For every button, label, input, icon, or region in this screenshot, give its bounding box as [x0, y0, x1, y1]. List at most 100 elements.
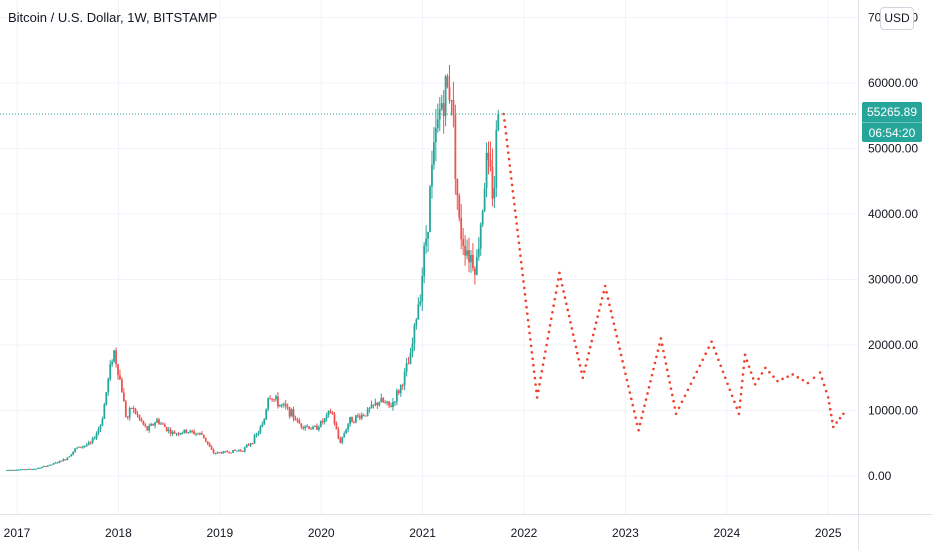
- projection-dot: [560, 283, 564, 287]
- candle-body: [466, 250, 468, 256]
- projection-dot: [668, 381, 672, 384]
- projection-dot: [618, 347, 621, 351]
- projection-dot: [663, 355, 666, 359]
- candle-body: [292, 409, 295, 419]
- projection-dot: [634, 416, 637, 419]
- projection-dot: [812, 376, 816, 380]
- projection-dot: [786, 375, 789, 378]
- x-tick-label: 2018: [105, 526, 132, 540]
- projection-dot: [739, 399, 742, 402]
- projection-dot: [608, 303, 611, 307]
- projection-dot: [735, 406, 738, 410]
- projection-dot: [520, 267, 524, 270]
- candle-body: [117, 364, 119, 376]
- candle-body: [138, 414, 141, 419]
- projection-dot: [558, 271, 561, 275]
- projection-dot: [605, 291, 608, 294]
- projection-dot: [524, 299, 528, 303]
- projection-dot: [643, 404, 646, 407]
- projection-dot: [597, 309, 601, 312]
- candle-body: [109, 364, 112, 379]
- projection-dot: [820, 377, 824, 381]
- candle-body: [374, 402, 377, 405]
- candle-body: [304, 426, 307, 429]
- candle-body: [238, 450, 240, 452]
- candle-body: [97, 429, 100, 434]
- projection-dot: [826, 396, 830, 399]
- projection-dot: [509, 170, 512, 174]
- candle-body: [64, 459, 67, 461]
- projection-dot: [628, 391, 632, 394]
- candle-body: [202, 434, 205, 438]
- projection-dot: [562, 290, 565, 293]
- candle-body: [468, 250, 470, 263]
- projection-dot: [667, 374, 670, 378]
- projection-dot: [591, 333, 595, 337]
- projection-dot: [714, 352, 718, 356]
- candle-body: [433, 142, 435, 165]
- candle-body: [271, 398, 273, 400]
- projection-dot: [532, 363, 535, 367]
- candle-body: [278, 404, 281, 407]
- projection-dot: [581, 376, 585, 380]
- candle-body: [401, 385, 404, 387]
- projection-dot: [505, 138, 509, 142]
- projection-dot: [664, 362, 668, 365]
- projection-dot: [622, 366, 626, 369]
- y-tick-label: 20000.00: [868, 338, 918, 352]
- projection-dot: [547, 330, 551, 334]
- time-axis[interactable]: 2017 2018 2019 2020 2021 2022 2023 2024 2025: [0, 514, 932, 541]
- candle-body: [429, 186, 431, 233]
- candle-body: [181, 432, 184, 434]
- candle-body: [29, 468, 32, 470]
- projection-dot: [740, 386, 743, 389]
- projection-dot: [695, 370, 699, 374]
- projection-dot: [578, 364, 582, 367]
- projection-dot: [719, 364, 723, 368]
- projection-dot: [830, 419, 834, 423]
- candle-body: [388, 401, 390, 406]
- currency-button[interactable]: USD: [880, 7, 914, 30]
- candle-body: [347, 424, 350, 430]
- projection-dot: [538, 383, 541, 386]
- candle-body: [167, 429, 170, 432]
- projection-dot: [585, 358, 589, 361]
- candle-body: [345, 429, 348, 434]
- candle-body: [407, 363, 410, 365]
- candle-body: [261, 424, 264, 427]
- projection-dot: [559, 277, 563, 281]
- projection-dot: [749, 371, 753, 374]
- candle-body: [323, 418, 326, 423]
- projection-dot: [701, 358, 705, 362]
- candle-body: [440, 103, 443, 109]
- candle-body: [9, 469, 12, 471]
- projection-dot: [552, 304, 555, 308]
- projection-dot: [566, 308, 570, 312]
- candle-body: [199, 433, 201, 435]
- projection-dot: [526, 318, 530, 322]
- y-tick-label: 50000.00: [868, 142, 918, 156]
- projection-dot: [737, 412, 741, 416]
- candle-body: [183, 429, 186, 433]
- price-axis[interactable]: 0.00 10000.00 20000.00 30000.00 40000.00 5000…: [858, 0, 919, 550]
- candle-body: [216, 452, 219, 454]
- candle-body: [288, 407, 291, 417]
- candle-body: [306, 426, 309, 428]
- candle-body: [191, 430, 194, 432]
- candle-body: [122, 392, 125, 402]
- candle-body: [263, 419, 266, 425]
- candle-body: [226, 451, 229, 453]
- projection-dot: [659, 337, 663, 340]
- projection-dot: [519, 260, 523, 264]
- projection-dot: [781, 377, 784, 381]
- candle-body: [124, 401, 127, 417]
- candle-body: [140, 418, 143, 421]
- projection-dot: [522, 280, 525, 283]
- candle-body: [355, 415, 357, 423]
- projection-dot: [504, 132, 508, 135]
- projection-dot: [641, 410, 645, 414]
- candle-body: [475, 257, 478, 275]
- candle-body: [11, 469, 14, 471]
- projection-dot: [611, 316, 614, 319]
